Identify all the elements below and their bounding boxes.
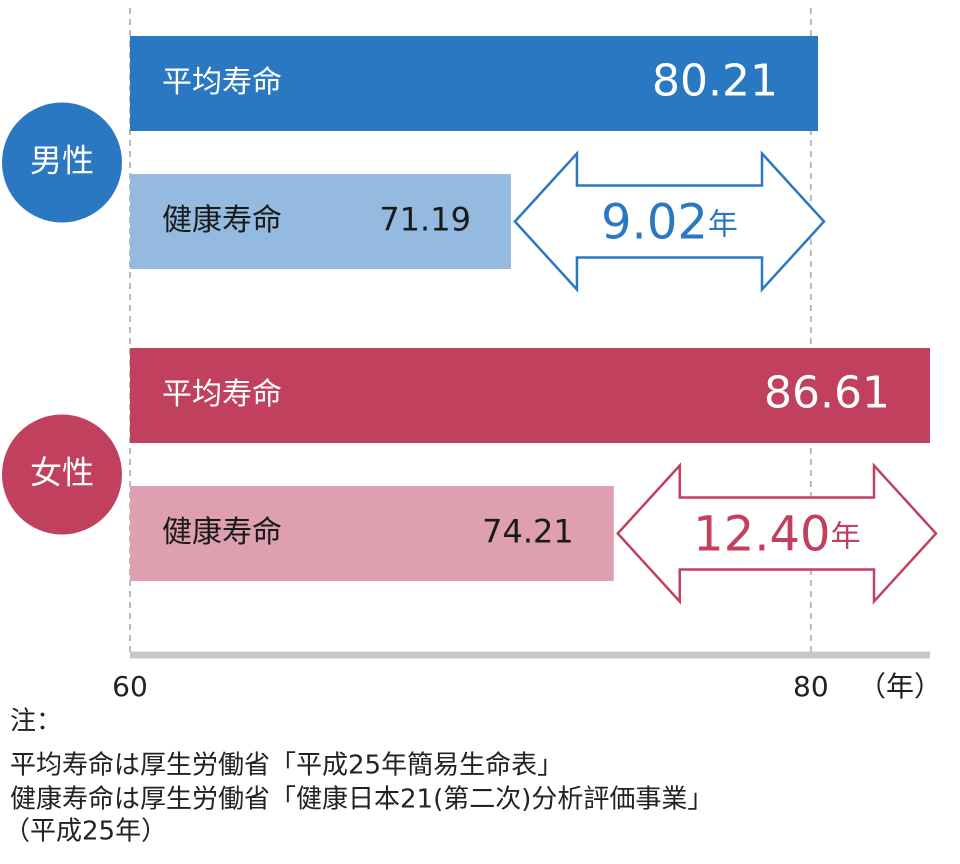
difference-value: 12.40	[693, 507, 830, 563]
bar-value-label: 71.19	[379, 201, 471, 239]
bar	[130, 348, 930, 443]
bar	[130, 486, 614, 581]
bar-category-label: 平均寿命	[162, 65, 282, 100]
plot-area	[130, 36, 930, 581]
difference-arrow	[616, 462, 938, 605]
bar-category-label: 健康寿命	[162, 515, 282, 550]
difference-arrow	[513, 150, 826, 293]
x-unit-label: （年）	[858, 670, 942, 703]
group-badge	[2, 414, 122, 535]
group-label: 男性	[30, 142, 94, 180]
note: 注：	[10, 707, 62, 737]
note: 平均寿命は厚生労働省「平成25年簡易生命表」	[10, 751, 563, 781]
difference-label: 9.02年	[601, 195, 738, 251]
difference-label: 12.40年	[693, 507, 860, 563]
difference-value: 9.02	[601, 195, 708, 251]
difference-unit: 年	[708, 207, 738, 242]
bar-value-label: 86.61	[764, 368, 890, 419]
note: 健康寿命は厚生労働省「健康日本21(第二次)分析評価事業」	[10, 785, 713, 815]
note: （平成25年）	[4, 817, 167, 847]
bar	[130, 174, 511, 269]
bar-value-label: 80.21	[652, 56, 778, 107]
bar	[130, 36, 818, 131]
x-tick-label: 80	[793, 670, 829, 703]
bar-value-label: 74.21	[482, 513, 574, 551]
bar-category-label: 健康寿命	[162, 203, 282, 238]
group-label: 女性	[30, 454, 94, 492]
group-badge	[2, 102, 122, 223]
bar-category-label: 平均寿命	[162, 377, 282, 412]
difference-unit: 年	[831, 519, 861, 554]
x-tick-label: 60	[112, 670, 148, 703]
